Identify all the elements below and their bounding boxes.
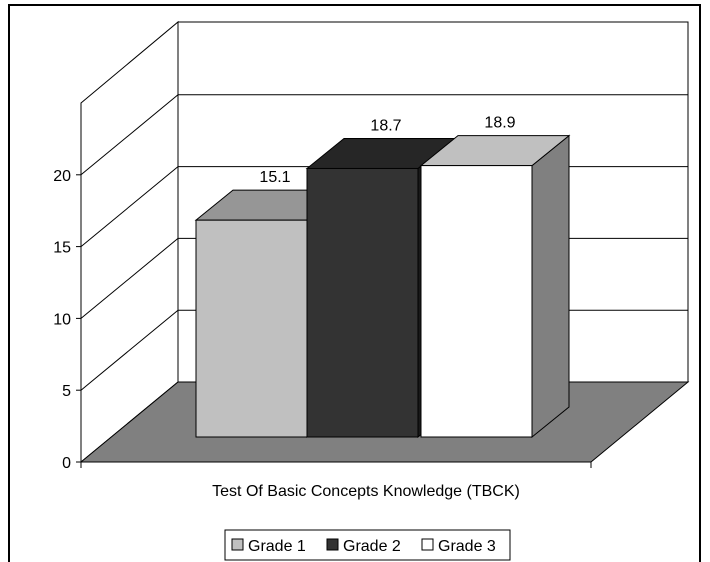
legend-item-grade-3: Grade 3 xyxy=(421,538,496,555)
legend-item-grade-1: Grade 1 xyxy=(231,538,306,555)
gridline xyxy=(80,94,179,176)
bar-value-label: 18.9 xyxy=(484,115,515,132)
legend-label: Grade 3 xyxy=(438,538,496,555)
legend-swatch xyxy=(421,538,434,551)
gridline xyxy=(80,309,179,391)
bar-value-label: 18.7 xyxy=(370,117,401,134)
y-tick-label: 15 xyxy=(53,240,71,257)
chart-frame xyxy=(8,4,701,562)
legend-label: Grade 1 xyxy=(248,538,306,555)
legend-box xyxy=(224,529,511,561)
bar-front xyxy=(195,219,308,438)
bar-side xyxy=(531,134,570,439)
bar-front xyxy=(420,165,533,438)
bar-front xyxy=(306,167,419,438)
y-axis-ticks: 0 5 10 15 20 xyxy=(53,168,592,472)
gridline xyxy=(80,166,179,247)
y-tick-label: 0 xyxy=(62,455,71,472)
bar-value-label: 15.1 xyxy=(259,169,290,186)
bar-grade-3: 18.9 xyxy=(419,115,571,439)
legend-item-grade-2: Grade 2 xyxy=(326,538,401,555)
legend-label: Grade 2 xyxy=(343,538,401,555)
legend: Grade 1 Grade 2 Grade 3 xyxy=(224,529,511,561)
gridline xyxy=(80,238,179,319)
bars: 15.1 18.7 18.9 xyxy=(194,115,571,439)
y-tick-label: 5 xyxy=(62,383,71,400)
x-axis-label: Test Of Basic Concepts Knowledge (TBCK) xyxy=(212,483,520,500)
y-tick-label: 10 xyxy=(53,311,71,328)
y-tick-label: 20 xyxy=(53,168,71,185)
legend-swatch xyxy=(326,538,339,551)
legend-swatch xyxy=(231,538,244,551)
